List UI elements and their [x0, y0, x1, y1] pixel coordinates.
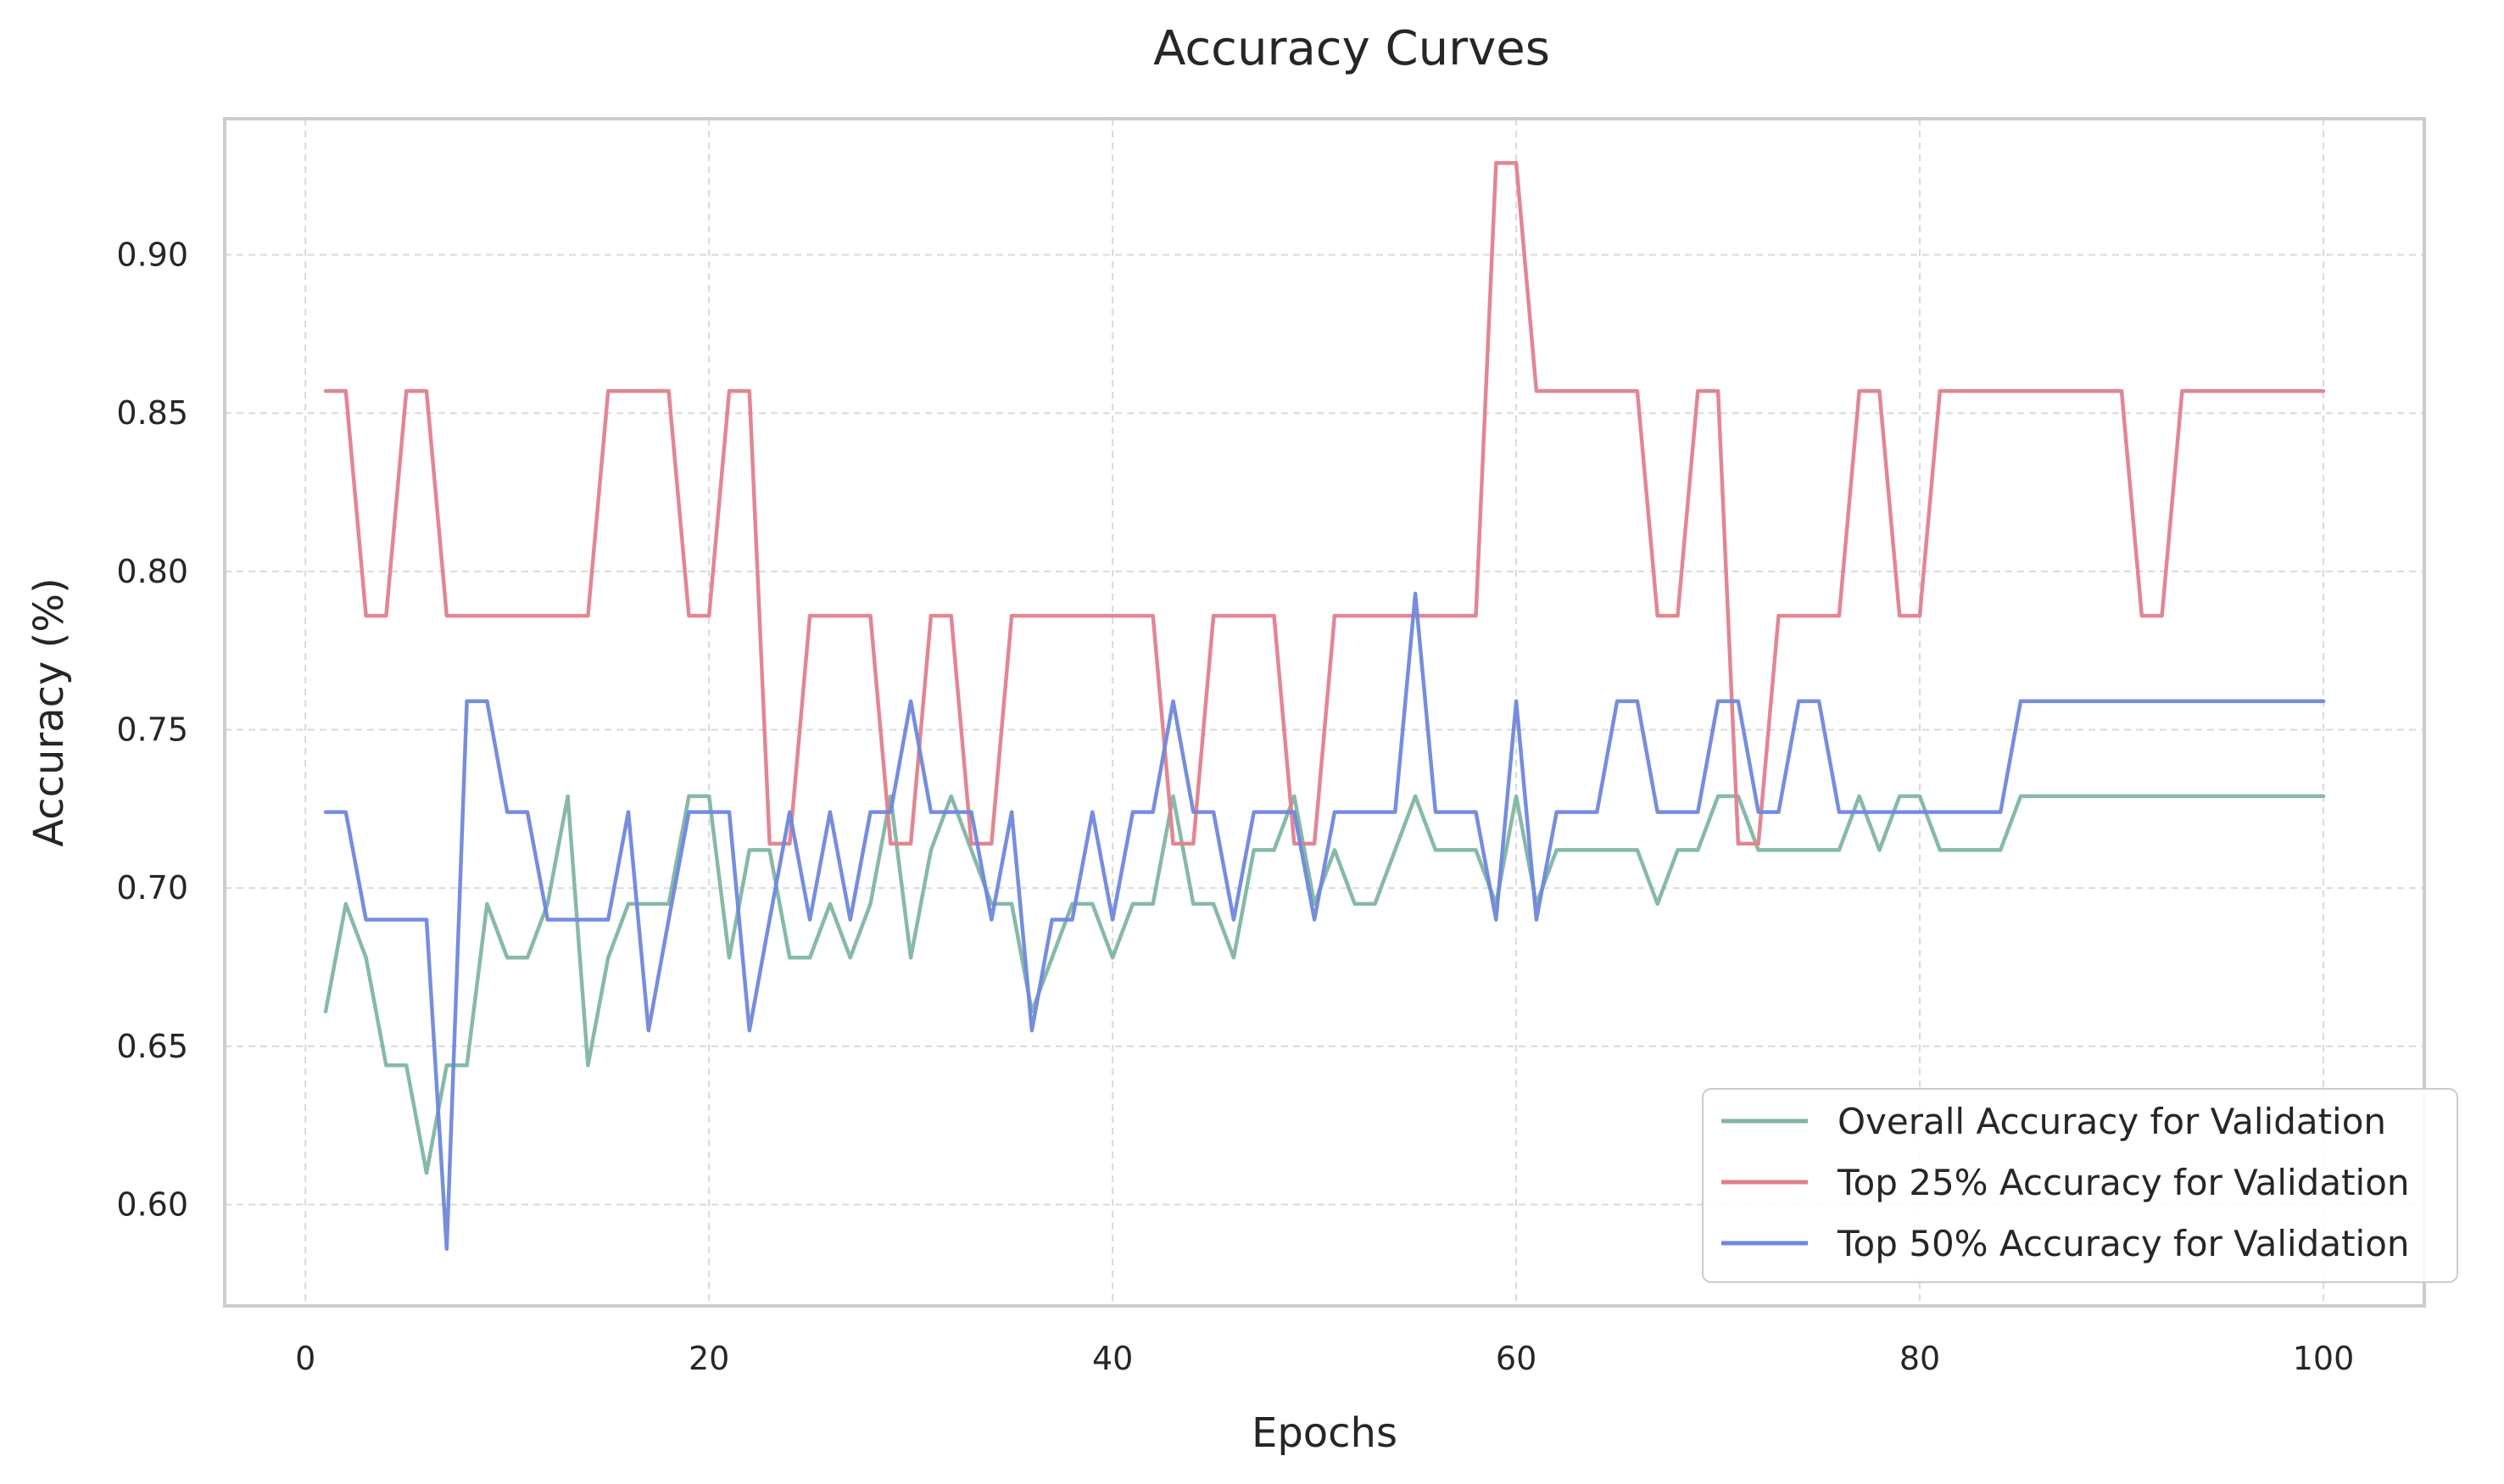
- y-tick-label: 0.90: [116, 237, 188, 274]
- legend-label-overall-accuracy-for-validation: Overall Accuracy for Validation: [1838, 1101, 2386, 1142]
- legend-label-top-50-accuracy-for-validation: Top 50% Accuracy for Validation: [1837, 1223, 2410, 1264]
- y-tick-label: 0.85: [116, 394, 188, 432]
- plot-frame: [223, 117, 2426, 1308]
- x-tick-label: 100: [2293, 1340, 2355, 1377]
- y-tick-label: 0.60: [116, 1186, 188, 1224]
- x-tick-label: 40: [1092, 1340, 1133, 1377]
- chart-title: Accuracy Curves: [1153, 21, 1550, 76]
- y-axis-label: Accuracy (%): [25, 577, 73, 846]
- series-lines: [323, 161, 2326, 1252]
- legend-label-top-25-accuracy-for-validation: Top 25% Accuracy for Validation: [1837, 1162, 2410, 1203]
- x-tick-label: 0: [295, 1340, 315, 1377]
- y-axis-ticks: 0.60 0.65 0.70 0.75 0.80 0.85 0.90: [116, 237, 188, 1224]
- series-line-top-50-accuracy-for-validation: [323, 591, 2326, 1252]
- y-tick-label: 0.65: [116, 1028, 188, 1065]
- x-tick-label: 80: [1899, 1340, 1940, 1377]
- y-tick-label: 0.70: [116, 869, 188, 907]
- y-tick-label: 0.75: [116, 711, 188, 749]
- x-axis-label: Epochs: [1252, 1409, 1397, 1457]
- x-tick-label: 20: [689, 1340, 729, 1377]
- x-tick-label: 60: [1496, 1340, 1536, 1377]
- y-tick-label: 0.80: [116, 553, 188, 590]
- legend-box: [1702, 1088, 2458, 1283]
- x-axis-ticks: 0 20 40 60 80 100: [295, 1340, 2354, 1377]
- legend: Overall Accuracy for Validation Top 25% A…: [1702, 1088, 2458, 1283]
- series-line-top-25-accuracy-for-validation: [323, 161, 2326, 846]
- series-line-overall-accuracy-for-validation: [323, 794, 2326, 1175]
